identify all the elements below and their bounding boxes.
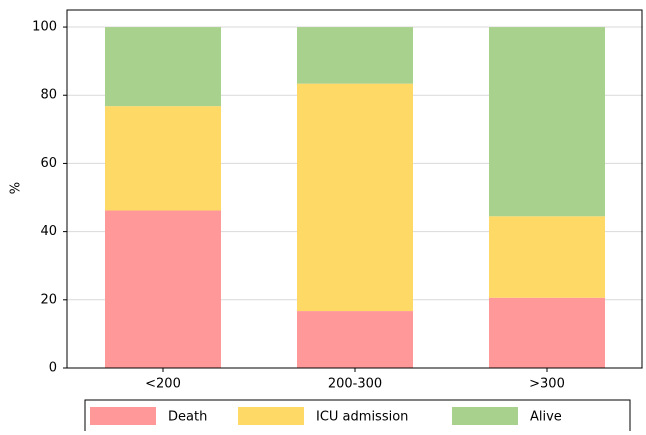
x-tick-label: >300 <box>529 377 565 392</box>
legend-label: ICU admission <box>316 410 408 425</box>
bar-segment <box>105 106 221 211</box>
x-tick-label: 200-300 <box>328 377 382 392</box>
bar-segment <box>297 27 413 84</box>
bar-segment <box>489 27 605 217</box>
legend-label: Death <box>168 410 207 425</box>
y-tick-label: 20 <box>40 292 57 307</box>
legend-label: Alive <box>530 410 562 425</box>
y-tick-label: 0 <box>49 361 57 376</box>
bar-segment <box>105 27 221 107</box>
legend-box <box>84 399 631 435</box>
y-tick-label: 100 <box>32 20 57 35</box>
y-tick-label: 60 <box>40 156 57 171</box>
y-tick-label: 80 <box>40 88 57 103</box>
y-tick-label: 40 <box>40 224 57 239</box>
bar-segment <box>105 210 221 368</box>
legend-swatch <box>238 407 304 425</box>
plot-frame <box>66 9 643 369</box>
x-tick-label: <200 <box>145 377 181 392</box>
bar-segment <box>489 216 605 298</box>
legend-swatch <box>90 407 156 425</box>
bar-segment <box>297 311 413 368</box>
bar-segment <box>489 297 605 368</box>
legend-swatch <box>452 407 518 425</box>
y-axis-label: % <box>9 182 24 194</box>
bar-segment <box>297 83 413 312</box>
